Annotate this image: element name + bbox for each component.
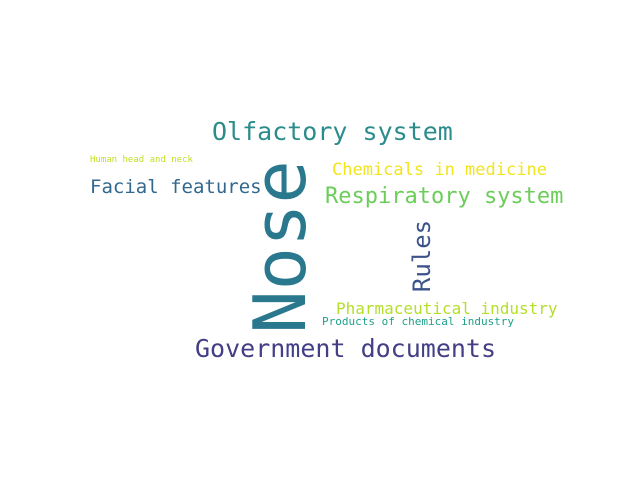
word-government-documents: Government documents xyxy=(195,334,497,363)
word-human-head-and-neck: Human head and neck xyxy=(90,155,193,165)
word-nose: Nose xyxy=(238,160,322,334)
word-respiratory-system: Respiratory system xyxy=(325,184,564,209)
word-products-of-chemical-industry: Products of chemical industry xyxy=(322,315,515,328)
word-chemicals-in-medicine: Chemicals in medicine xyxy=(332,160,547,180)
word-rules: Rules xyxy=(408,219,436,293)
word-facial-features: Facial features xyxy=(90,176,262,198)
word-pharmaceutical-industry: Pharmaceutical industry xyxy=(336,299,558,318)
word-olfactory-system: Olfactory system xyxy=(212,117,453,146)
